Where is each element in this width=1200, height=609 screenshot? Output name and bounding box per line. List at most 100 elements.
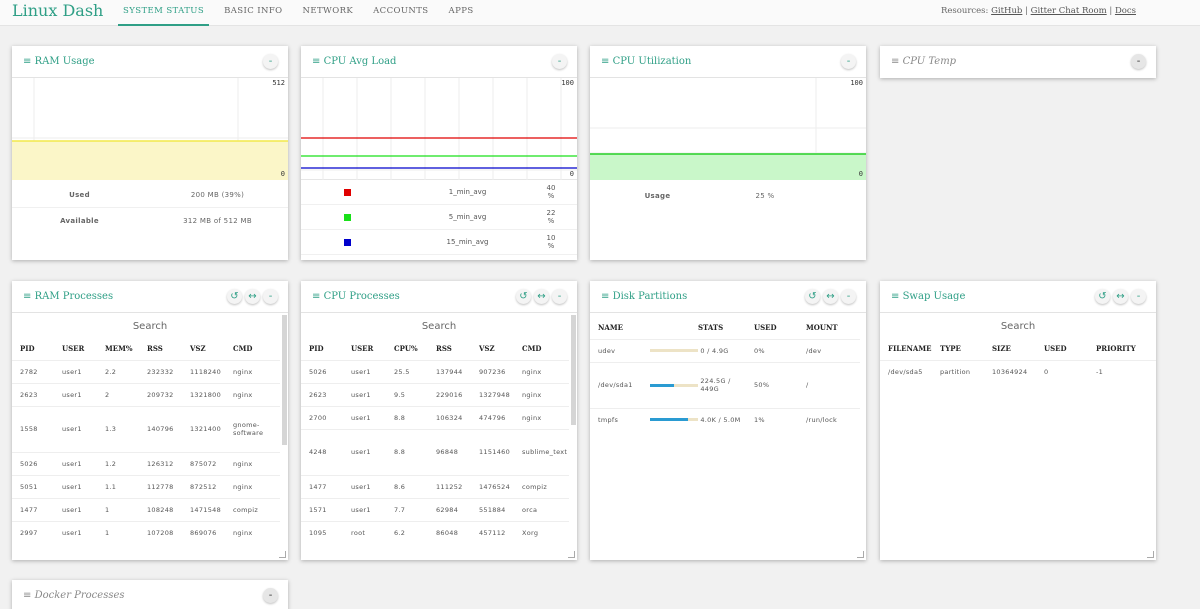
usage-bar [650,349,698,352]
column-header[interactable]: RSS [147,344,163,354]
menu-icon: ≡ [23,291,32,302]
disk-partitions-widget: ≡ Disk Partitions ↺ ↔ - NAME STATS USED … [590,281,866,560]
resize-handle[interactable] [857,551,864,558]
table-row: 1477 user1 1 108248 1471548 compiz [12,497,280,521]
collapse-button[interactable]: - [1131,54,1146,69]
column-header[interactable]: PID [309,344,324,354]
resize-handle[interactable] [279,551,286,558]
legend-row: 15_min_avg 10 % [301,230,577,255]
search-input[interactable]: Search [1000,321,1036,332]
resize-handle[interactable] [1147,551,1154,558]
table-row: 1571 user1 7.7 62984 551884 orca [301,497,569,521]
menu-icon: ≡ [891,291,900,302]
refresh-button[interactable]: ↺ [516,289,531,304]
search-input[interactable]: Search [421,321,457,332]
widget-header: ≡ CPU Processes ↺ ↔ - [301,281,577,313]
table-row: 5051 user1 1.1 112778 872512 nginx [12,474,280,498]
width-toggle-button[interactable]: ↔ [245,289,260,304]
cpu-avg-chart-svg [301,78,577,180]
scrollbar[interactable] [282,315,287,445]
cpu-temp-widget: ≡ CPU Temp - [880,46,1156,78]
tab-network[interactable]: NETWORK [302,6,354,16]
table-row: /dev/sda1 224.5G / 449G 50% / [590,361,860,408]
column-header[interactable]: RSS [436,344,452,354]
column-header[interactable]: MEM% [105,344,133,354]
disk-table: NAME STATS USED MOUNT udev 0 / 4.9G 0% /… [590,317,860,431]
column-header[interactable]: CPU% [394,344,418,354]
column-header[interactable]: CMD [522,344,542,354]
legend-value: 40 % [546,184,556,200]
resize-handle[interactable] [568,551,575,558]
widget-title: ≡ RAM Usage [23,56,95,67]
collapse-button[interactable]: - [263,588,278,603]
column-header[interactable]: MOUNT [806,323,838,333]
column-header[interactable]: SIZE [992,344,1011,354]
collapse-button[interactable]: - [552,54,567,69]
table-row: 1477 user1 8.6 111252 1476524 compiz [301,474,569,498]
docs-link[interactable]: Docs [1114,6,1136,16]
column-header[interactable]: PID [20,344,35,354]
table-row: 1095 root 6.2 86048 457112 Xorg [301,520,569,544]
stat-row-used: Used 200 MB (39%) [12,182,288,208]
collapse-button[interactable]: - [263,289,278,304]
tab-apps[interactable]: APPS [448,6,474,16]
tab-basic-info[interactable]: BASIC INFO [224,6,283,16]
refresh-button[interactable]: ↺ [1095,289,1110,304]
gitter-link[interactable]: Gitter Chat Room [1030,6,1107,16]
column-header[interactable]: VSZ [479,344,495,354]
legend-swatch-blue [344,238,351,246]
column-header[interactable]: CMD [233,344,253,354]
cpu-util-chart: 100 0 [590,78,866,180]
column-header[interactable]: NAME [598,323,623,333]
search-input[interactable]: Search [132,321,168,332]
legend-row: 1_min_avg 40 % [301,180,577,205]
column-header[interactable]: TYPE [940,344,961,354]
stat-label: Usage [644,192,671,200]
stat-value: 25 % [755,192,775,200]
table-row: 4248 user1 8.8 96848 1151460 sublime_text [301,428,569,475]
width-toggle-button[interactable]: ↔ [1113,289,1128,304]
collapse-button[interactable]: - [1131,289,1146,304]
column-header[interactable]: USED [754,323,777,333]
column-header[interactable]: USER [62,344,85,354]
width-toggle-button[interactable]: ↔ [823,289,838,304]
column-header[interactable]: FILENAME [888,344,932,354]
legend-label: 5_min_avg [448,213,487,221]
collapse-button[interactable]: - [552,289,567,304]
column-header[interactable]: PRIORITY [1096,344,1136,354]
widget-title: ≡ Disk Partitions [601,291,688,302]
legend-label: 1_min_avg [448,188,487,196]
collapse-button[interactable]: - [841,54,856,69]
cpu-avg-chart: 100 0 [301,78,577,180]
tab-accounts[interactable]: ACCOUNTS [373,6,429,16]
collapse-button[interactable]: - [263,54,278,69]
brand-logo[interactable]: Linux Dash [12,1,104,20]
chart-min-label: 0 [858,170,863,178]
legend-value: 10 % [546,234,556,250]
refresh-button[interactable]: ↺ [227,289,242,304]
github-link[interactable]: GitHub [991,6,1023,16]
menu-icon: ≡ [601,56,610,67]
widget-title: ≡ CPU Processes [312,291,400,302]
chart-min-label: 0 [569,170,574,178]
top-nav: Linux Dash SYSTEM STATUS BASIC INFO NETW… [0,0,1200,26]
width-toggle-button[interactable]: ↔ [534,289,549,304]
table-row: 5026 user1 1.2 126312 875072 nginx [12,451,280,475]
column-header[interactable]: VSZ [190,344,206,354]
ram-chart: 512 0 [12,78,288,180]
tab-system-status[interactable]: SYSTEM STATUS [118,0,210,26]
table-row: tmpfs 4.0K / 5.0M 1% /run/lock [590,407,860,431]
refresh-button[interactable]: ↺ [805,289,820,304]
widget-title: ≡ CPU Avg Load [312,56,397,67]
scrollbar[interactable] [571,315,576,425]
collapse-button[interactable]: - [841,289,856,304]
table-row: 2997 user1 1 107208 869076 nginx [12,520,280,544]
menu-icon: ≡ [23,56,32,67]
cpu-avg-load-widget: ≡ CPU Avg Load - 100 0 1_min_avg 40 % [301,46,577,260]
widget-header: ≡ CPU Utilization - [590,46,866,78]
menu-icon: ≡ [601,291,610,302]
column-header[interactable]: USED [1044,344,1067,354]
column-header[interactable]: USER [351,344,374,354]
stat-value: 200 MB (39%) [190,190,245,199]
column-header[interactable]: STATS [698,323,724,333]
